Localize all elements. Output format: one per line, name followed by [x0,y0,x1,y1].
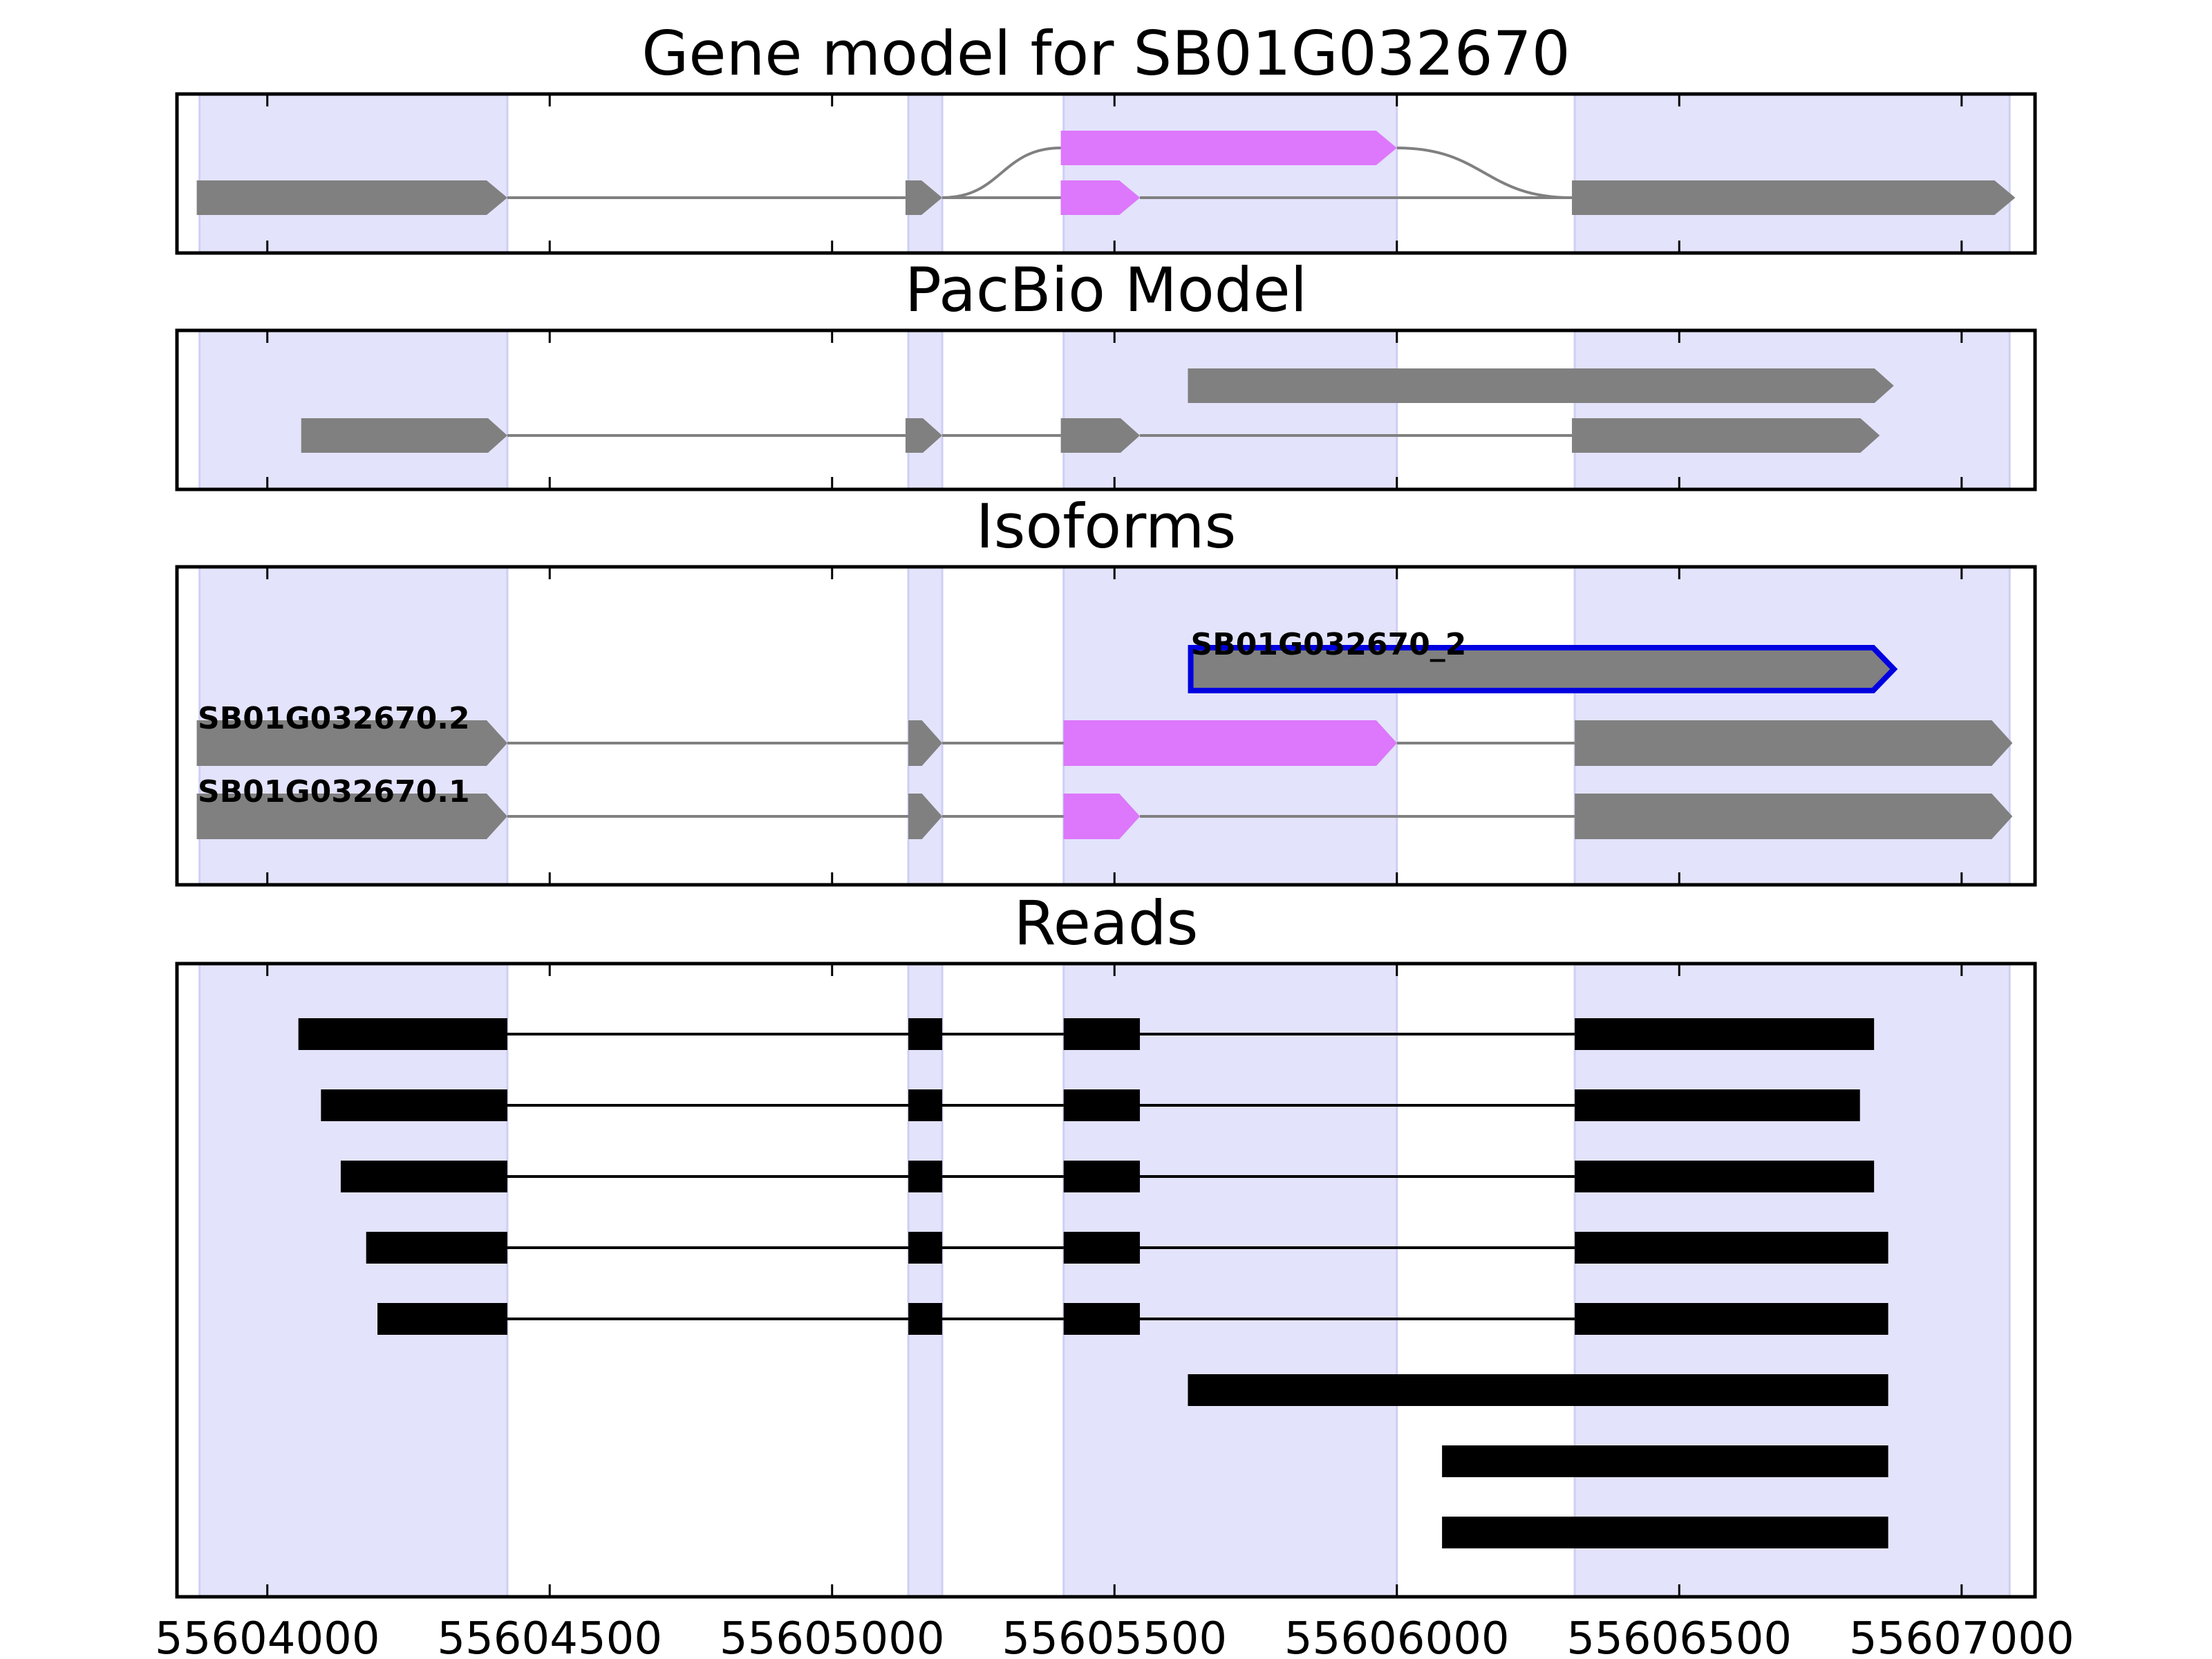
gene-model-shaded-region [907,93,944,254]
isoform-exon [196,794,507,839]
read-exon [1188,1374,1888,1406]
isoforms-tracks: SB01G032670_2 SB01G032670.2 SB01G032670.1 [196,627,2013,839]
read-exon [1442,1517,1888,1548]
gene-model-exon [905,180,943,215]
isoform-label: SB01G032670.2 [198,701,470,736]
read-exon [377,1303,507,1335]
pacbio-model-exon [905,418,943,453]
x-axis-tick-labels: 55604000 55604500 55605000 55605500 55606000… [155,1613,2074,1659]
read-exon [1063,1018,1141,1050]
gene-model-splice-curve [942,147,1061,199]
read-exon [1063,1089,1141,1121]
isoform-exon [196,720,507,766]
pacbio-model-shaded-region [1062,329,1398,491]
isoform-exon [908,794,943,839]
reads-shaded-region [1062,962,1398,1598]
read-exon [321,1089,507,1121]
read-exon [908,1232,943,1264]
gene-model-cds [1060,180,1141,215]
isoform-label: SB01G032670.1 [198,774,470,809]
read-exon [1442,1445,1888,1477]
pacbio-model-frame [175,328,2037,491]
x-tick-label: 55605500 [1002,1613,1227,1659]
pacbio-model-exon [1060,418,1141,453]
gene-model-shaded-regions [198,93,2011,254]
pacbio-model-panel: PacBio Model [175,254,2037,491]
reads-panel: Reads [175,888,2037,1599]
reads-ticks [266,964,1963,1597]
x-tick-label: 55606500 [1566,1613,1792,1659]
gene-model-panel: Gene model for SB01G032670 [175,18,2037,255]
reads-shaded-region [907,962,944,1598]
pacbio-model-title: PacBio Model [905,254,1307,326]
isoforms-frame [175,565,2037,887]
read-exon [908,1089,943,1121]
gene-model-exon [1572,180,2016,215]
reads-shaded-region [198,962,509,1598]
read-exon [1575,1161,1875,1192]
reads-title: Reads [1014,888,1199,959]
x-tick-label: 55607000 [1849,1613,2074,1659]
pacbio-model-tracks [301,368,1894,453]
isoform-exon [908,720,943,766]
read-exon [908,1303,943,1335]
isoform-cds [1063,720,1397,766]
gene-model-tracks [196,131,2016,215]
x-tick-label: 55604000 [155,1613,380,1659]
pacbio-model-shaded-region [907,329,944,491]
isoform-cds [1063,794,1141,839]
pacbio-model-shaded-region [1573,329,2011,491]
isoform-label: SB01G032670_2 [1191,627,1467,662]
pacbio-model-ticks [266,330,1963,489]
isoforms-title: Isoforms [976,491,1237,562]
pacbio-model-exon [1188,368,1894,403]
read-exon [1575,1232,1888,1264]
reads-shaded-region [1573,962,2011,1598]
read-exon [1575,1089,1860,1121]
read-exon [340,1161,507,1192]
read-exon [908,1018,943,1050]
gene-model-title: Gene model for SB01G032670 [641,18,1571,89]
gene-model-cds [1060,131,1397,165]
reads-shaded-regions [198,962,2011,1598]
gene-model-frame [175,92,2037,255]
reads-frame [175,962,2037,1599]
x-tick-label: 55604500 [437,1613,662,1659]
gene-model-exon [196,180,507,215]
pacbio-model-exon [1572,418,1880,453]
isoform-exon [1575,794,2013,839]
read-exon [298,1018,507,1050]
read-exon [1063,1232,1141,1264]
read-exon [366,1232,507,1264]
gene-model-ticks [266,94,1963,253]
read-exon [908,1161,943,1192]
isoforms-panel: Isoforms SB01G032670_2SB01G032670.2SB01G… [175,491,2037,887]
read-exon [1063,1303,1141,1335]
reads-tracks [298,1018,1888,1548]
read-exon [1063,1161,1141,1192]
pacbio-model-shaded-region [198,329,509,491]
gene-model-splice-curve [1396,147,1573,199]
gene-model-shaded-region [1062,93,1398,254]
read-exon [1575,1303,1888,1335]
read-exon [1575,1018,1875,1050]
pacbio-model-exon [301,418,507,453]
x-tick-label: 55605000 [720,1613,945,1659]
isoforms-ticks [266,567,1963,885]
gene-model-shaded-region [198,93,509,254]
isoform-selected-exon [1188,645,1898,693]
x-tick-label: 55606000 [1284,1613,1510,1659]
isoform-exon [1575,720,2013,766]
pacbio-model-shaded-regions [198,329,2011,491]
gene-model-shaded-region [1573,93,2011,254]
